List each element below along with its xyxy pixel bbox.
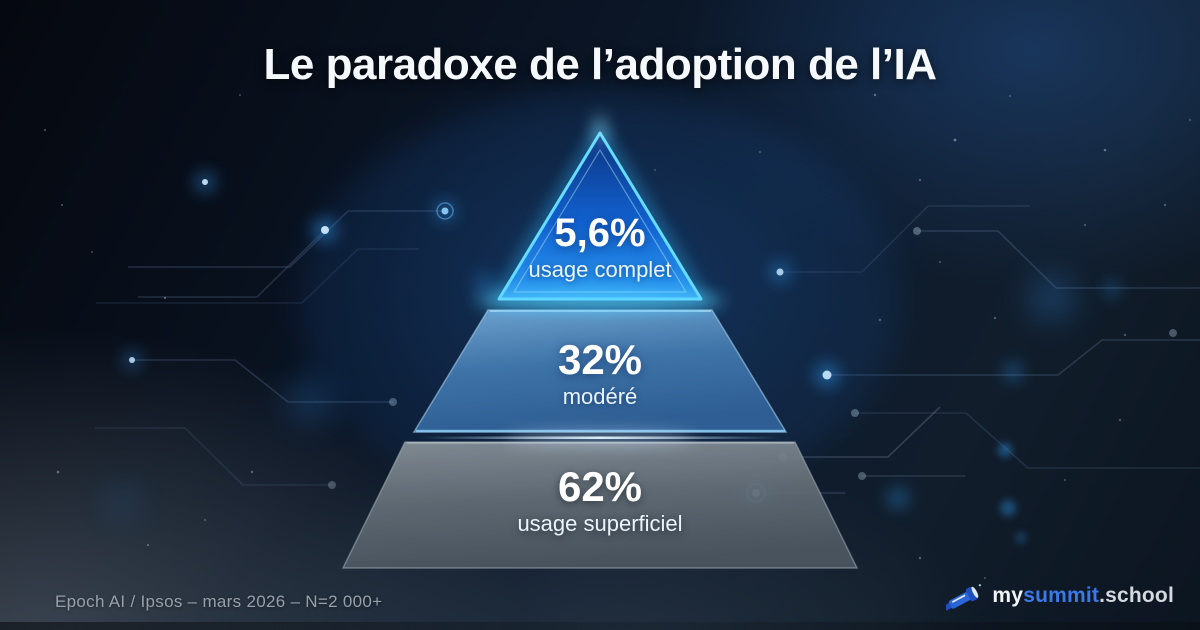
telescope-icon xyxy=(946,584,982,611)
tier-divider-flare xyxy=(420,432,780,444)
logo-text-summit: summit xyxy=(1023,584,1100,607)
source-caption: Epoch AI / Ipsos – mars 2026 – N=2 000+ xyxy=(55,592,383,611)
logo-text-my: my xyxy=(992,584,1024,607)
pyramid-tier-middle-shape xyxy=(412,309,788,433)
page-title: Le paradoxe de l’adoption de l’IA xyxy=(263,40,937,89)
pyramid-tier-top-shape xyxy=(475,114,725,310)
bottom-edge-strip xyxy=(0,622,1200,630)
logo-text-school: .school xyxy=(1099,584,1174,607)
brand-logo: mysummit.school xyxy=(946,580,1174,612)
pyramid-tier-bottom-shape xyxy=(341,441,859,569)
